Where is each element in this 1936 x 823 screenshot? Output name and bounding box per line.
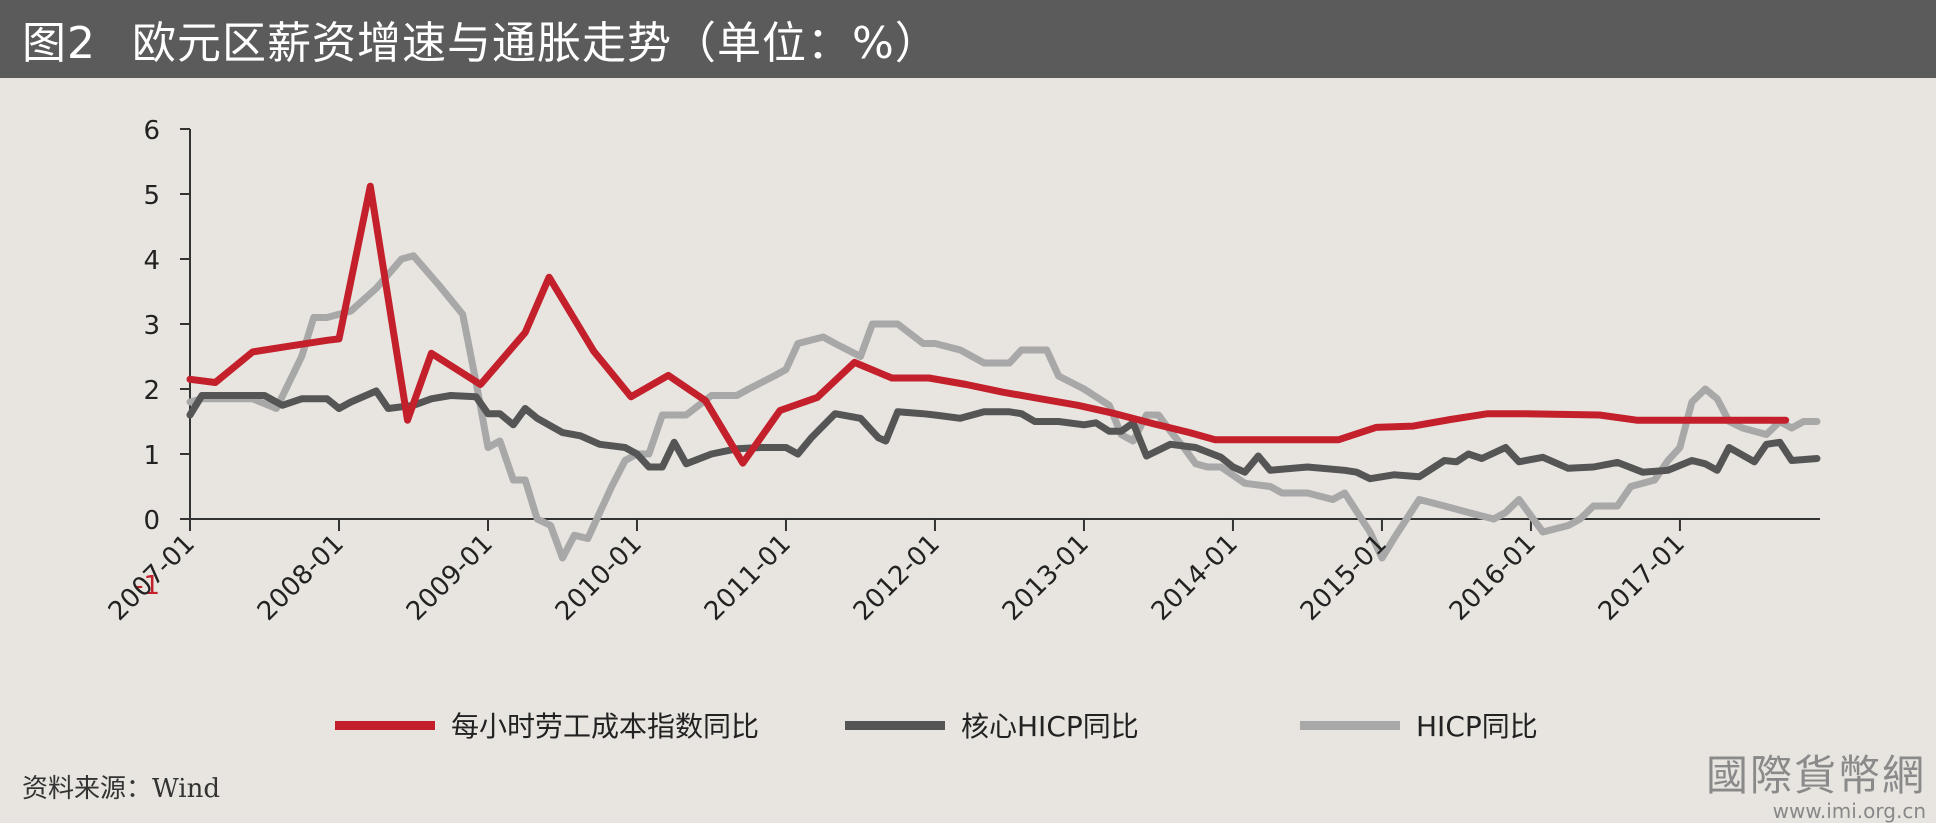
site-watermark: 國際貨幣網 www.imi.org.cn bbox=[1706, 742, 1926, 823]
y-tick-label: 3 bbox=[143, 311, 160, 341]
y-tick-label: 0 bbox=[143, 506, 160, 536]
x-tick-label: 2012-01 bbox=[848, 529, 946, 627]
series-line-core-hicp bbox=[186, 387, 1821, 483]
x-tick-label: 2010-01 bbox=[550, 529, 648, 627]
y-tick-label: 4 bbox=[143, 246, 160, 276]
legend-label-hicp: HICP同比 bbox=[1416, 710, 1538, 743]
legend-swatch-core-hicp bbox=[845, 720, 945, 730]
y-tick-label: -1 bbox=[134, 571, 160, 601]
legend-label-core-hicp: 核心HICP同比 bbox=[961, 710, 1139, 743]
series-line-labor-cost bbox=[186, 182, 1790, 467]
x-tick-label: 2014-01 bbox=[1146, 529, 1244, 627]
y-tick-label: 2 bbox=[143, 376, 160, 406]
series-line-hicp bbox=[186, 252, 1821, 562]
figure-number: 图2 bbox=[22, 18, 96, 69]
legend-swatch-hicp bbox=[1300, 720, 1400, 730]
legend-label-labor-cost: 每小时劳工成本指数同比 bbox=[451, 710, 760, 743]
chart-title: 欧元区薪资增速与通胀走势（单位：%） bbox=[132, 18, 940, 69]
legend-swatch-labor-cost bbox=[335, 720, 435, 730]
y-tick-label: 5 bbox=[143, 181, 160, 211]
chart-legend: 每小时劳工成本指数同比 核心HICP同比 HICP同比 bbox=[0, 700, 1936, 750]
x-tick-label: 2016-01 bbox=[1444, 529, 1542, 627]
x-tick-label: 2011-01 bbox=[699, 529, 797, 627]
y-tick-label: 6 bbox=[143, 116, 160, 146]
x-tick-label: 2017-01 bbox=[1593, 529, 1691, 627]
data-source-note: 资料来源：Wind bbox=[22, 774, 220, 804]
x-tick-label: 2009-01 bbox=[401, 529, 499, 627]
x-tick-label: 2013-01 bbox=[997, 529, 1095, 627]
legend-item-labor-cost: 每小时劳工成本指数同比 bbox=[335, 700, 759, 750]
chart-tick-labels: -1 0 1 2 3 4 5 6 2007-01 2008-01 2009-01 2010-01 201… bbox=[103, 116, 1691, 627]
chart-title-bar: 图2 欧元区薪资增速与通胀走势（单位：%） bbox=[0, 0, 1936, 78]
x-tick-label: 2015-01 bbox=[1295, 529, 1393, 627]
legend-item-core-hicp: 核心HICP同比 bbox=[845, 700, 1139, 750]
line-chart: -1 0 1 2 3 4 5 6 2007-01 2008-01 2009-01 2010-01 201… bbox=[103, 116, 1821, 627]
y-tick-label: 1 bbox=[143, 441, 160, 471]
watermark-logo-text: 國際貨幣網 bbox=[1705, 751, 1926, 800]
legend-item-hicp: HICP同比 bbox=[1300, 700, 1538, 750]
chart-axes bbox=[180, 128, 1820, 531]
x-tick-label: 2008-01 bbox=[252, 529, 350, 627]
x-tick-label: 2007-01 bbox=[103, 529, 201, 627]
chart-series bbox=[186, 182, 1821, 562]
